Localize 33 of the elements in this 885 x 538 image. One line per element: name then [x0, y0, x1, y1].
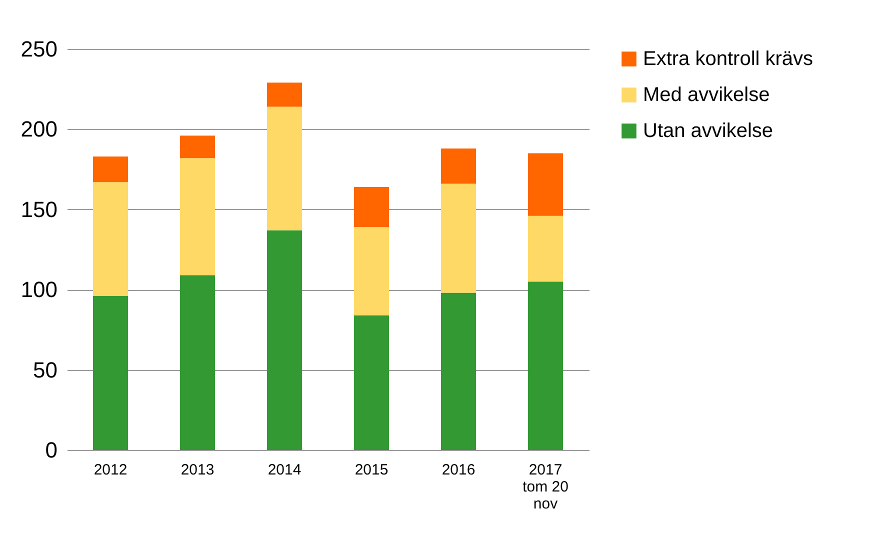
bar — [267, 106, 302, 230]
bar — [441, 292, 476, 450]
bar — [354, 315, 389, 450]
legend-label: Med avvikelse — [643, 84, 770, 106]
legend-label: Extra kontroll krävs — [643, 48, 814, 70]
bar — [267, 82, 302, 107]
bar — [528, 216, 563, 282]
bar — [354, 227, 389, 316]
bar — [528, 282, 563, 450]
x-tick-label: 2015 — [354, 462, 388, 478]
y-tick-label: 150 — [20, 196, 58, 222]
y-tick-label: 50 — [33, 357, 58, 382]
y-tick-label: 0 — [45, 438, 58, 462]
bar — [93, 182, 128, 296]
bar — [180, 158, 215, 276]
legend-label: Utan avvikelse — [643, 120, 774, 142]
bar — [354, 186, 389, 228]
x-tick-label: 2012 — [94, 462, 128, 478]
x-tick-label: 2014 — [268, 462, 302, 478]
x-tick-label: 2017 tom 20 nov — [522, 462, 568, 512]
bar — [180, 136, 215, 158]
bar — [180, 275, 215, 450]
x-tick-label: 2016 — [442, 462, 476, 478]
y-tick-label: 100 — [20, 277, 58, 302]
y-tick-label: 200 — [20, 116, 58, 142]
y-tick-label: 250 — [20, 36, 58, 62]
bar — [93, 156, 128, 182]
x-tick-label: 2013 — [180, 462, 214, 478]
bar — [267, 230, 302, 450]
bar — [528, 153, 563, 216]
bar — [441, 184, 476, 293]
bar — [93, 296, 128, 450]
bar — [441, 148, 476, 184]
